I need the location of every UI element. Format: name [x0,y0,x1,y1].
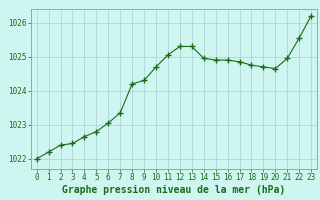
X-axis label: Graphe pression niveau de la mer (hPa): Graphe pression niveau de la mer (hPa) [62,185,285,195]
